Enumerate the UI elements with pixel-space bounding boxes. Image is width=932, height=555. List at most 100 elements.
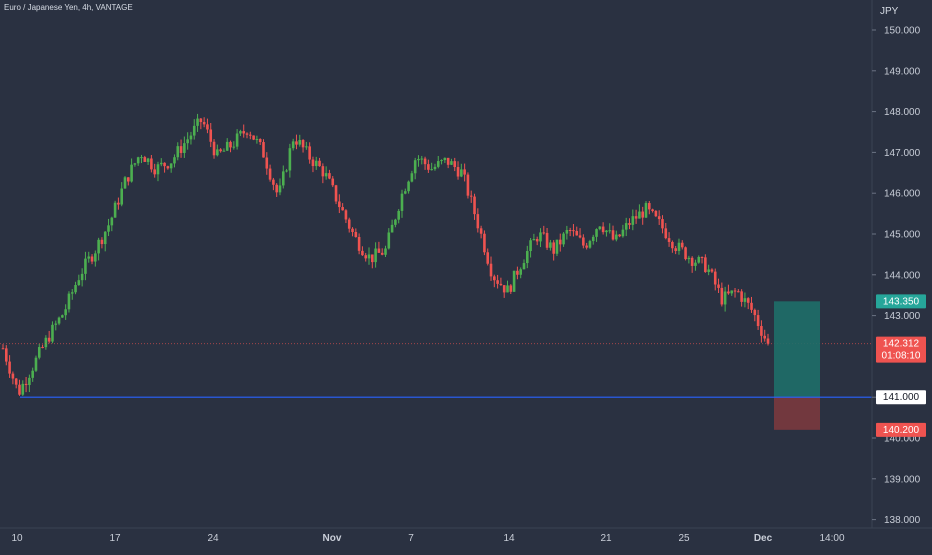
candle-body[interactable] <box>634 216 638 219</box>
candle-body[interactable] <box>740 291 743 302</box>
candle-body[interactable] <box>657 216 661 220</box>
candle-body[interactable] <box>64 309 67 316</box>
candle-body[interactable] <box>120 188 124 205</box>
candle-body[interactable] <box>206 124 209 130</box>
candle-body[interactable] <box>186 139 189 144</box>
candle-body[interactable] <box>591 236 595 242</box>
candle-body[interactable] <box>427 164 430 170</box>
candle-body[interactable] <box>730 290 734 294</box>
candle-body[interactable] <box>245 133 249 135</box>
candle-body[interactable] <box>677 242 681 251</box>
candle-body[interactable] <box>717 284 720 288</box>
candle-body[interactable] <box>70 292 74 294</box>
candle-body[interactable] <box>684 247 687 260</box>
candle-body[interactable] <box>367 254 371 259</box>
candle-body[interactable] <box>529 240 532 252</box>
candle-body[interactable] <box>285 170 288 172</box>
candle-body[interactable] <box>450 161 453 165</box>
candle-body[interactable] <box>433 166 437 170</box>
candle-body[interactable] <box>756 315 760 327</box>
candle-body[interactable] <box>611 230 615 240</box>
candle-body[interactable] <box>199 118 203 123</box>
candle-body[interactable] <box>371 254 374 263</box>
candle-body[interactable] <box>166 166 170 169</box>
candle-body[interactable] <box>723 291 727 305</box>
candle-body[interactable] <box>209 129 213 142</box>
candle-body[interactable] <box>680 242 684 248</box>
candle-body[interactable] <box>687 257 691 260</box>
candle-body[interactable] <box>364 255 368 259</box>
candle-body[interactable] <box>159 162 163 165</box>
candle-body[interactable] <box>384 248 387 255</box>
candle-body[interactable] <box>265 157 269 169</box>
candle-body[interactable] <box>235 133 239 147</box>
candle-body[interactable] <box>743 298 747 302</box>
candle-body[interactable] <box>750 302 753 310</box>
candle-body[interactable] <box>565 230 569 234</box>
candle-body[interactable] <box>272 179 275 185</box>
candle-body[interactable] <box>440 160 443 162</box>
candle-body[interactable] <box>532 239 536 241</box>
candle-body[interactable] <box>615 234 618 240</box>
candle-body[interactable] <box>153 169 156 175</box>
candle-body[interactable] <box>621 229 625 237</box>
candle-body[interactable] <box>766 338 770 344</box>
candle-body[interactable] <box>34 357 38 371</box>
candle-body[interactable] <box>24 383 28 386</box>
candle-body[interactable] <box>479 228 483 234</box>
entry-badge[interactable] <box>876 390 926 405</box>
candle-body[interactable] <box>713 271 717 285</box>
candle-body[interactable] <box>746 298 750 303</box>
candle-body[interactable] <box>502 285 506 293</box>
candle-body[interactable] <box>334 185 338 202</box>
candle-body[interactable] <box>727 291 730 294</box>
candle-body[interactable] <box>97 239 100 254</box>
candle-body[interactable] <box>47 337 51 342</box>
candle-body[interactable] <box>143 157 147 162</box>
candle-body[interactable] <box>638 211 641 219</box>
candle-body[interactable] <box>552 242 555 254</box>
candle-body[interactable] <box>275 184 278 193</box>
candle-body[interactable] <box>651 209 654 211</box>
candle-body[interactable] <box>239 131 242 134</box>
candle-body[interactable] <box>130 164 133 182</box>
candle-body[interactable] <box>123 177 127 189</box>
candle-body[interactable] <box>377 248 381 253</box>
candle-body[interactable] <box>582 237 585 246</box>
candle-body[interactable] <box>354 232 358 238</box>
candle-body[interactable] <box>628 223 631 225</box>
candle-body[interactable] <box>21 383 25 395</box>
candle-body[interactable] <box>403 191 407 194</box>
candle-body[interactable] <box>281 171 285 186</box>
candle-body[interactable] <box>387 232 391 249</box>
candle-body[interactable] <box>146 158 150 162</box>
candle-body[interactable] <box>150 158 153 170</box>
candle-body[interactable] <box>558 239 562 245</box>
candle-body[interactable] <box>598 226 602 230</box>
candle-body[interactable] <box>288 148 292 171</box>
candle-body[interactable] <box>506 285 509 293</box>
candle-body[interactable] <box>318 160 321 167</box>
candle-body[interactable] <box>351 228 354 233</box>
candle-body[interactable] <box>202 122 206 125</box>
candle-body[interactable] <box>156 164 160 175</box>
candle-body[interactable] <box>763 335 767 339</box>
candle-body[interactable] <box>400 193 404 211</box>
candle-body[interactable] <box>737 291 740 293</box>
candle-body[interactable] <box>1 348 5 350</box>
candle-body[interactable] <box>631 216 635 225</box>
candle-body[interactable] <box>212 141 216 156</box>
candle-body[interactable] <box>11 373 15 379</box>
candle-body[interactable] <box>57 317 61 324</box>
candle-body[interactable] <box>311 159 315 167</box>
plot-area[interactable] <box>1 113 770 396</box>
candle-body[interactable] <box>44 337 48 348</box>
candle-body[interactable] <box>229 141 232 148</box>
candle-body[interactable] <box>624 223 628 230</box>
candle-body[interactable] <box>357 237 361 251</box>
candle-body[interactable] <box>446 157 450 165</box>
candle-body[interactable] <box>460 169 463 177</box>
candle-body[interactable] <box>572 230 575 232</box>
candle-body[interactable] <box>74 285 77 293</box>
candle-body[interactable] <box>407 181 410 192</box>
